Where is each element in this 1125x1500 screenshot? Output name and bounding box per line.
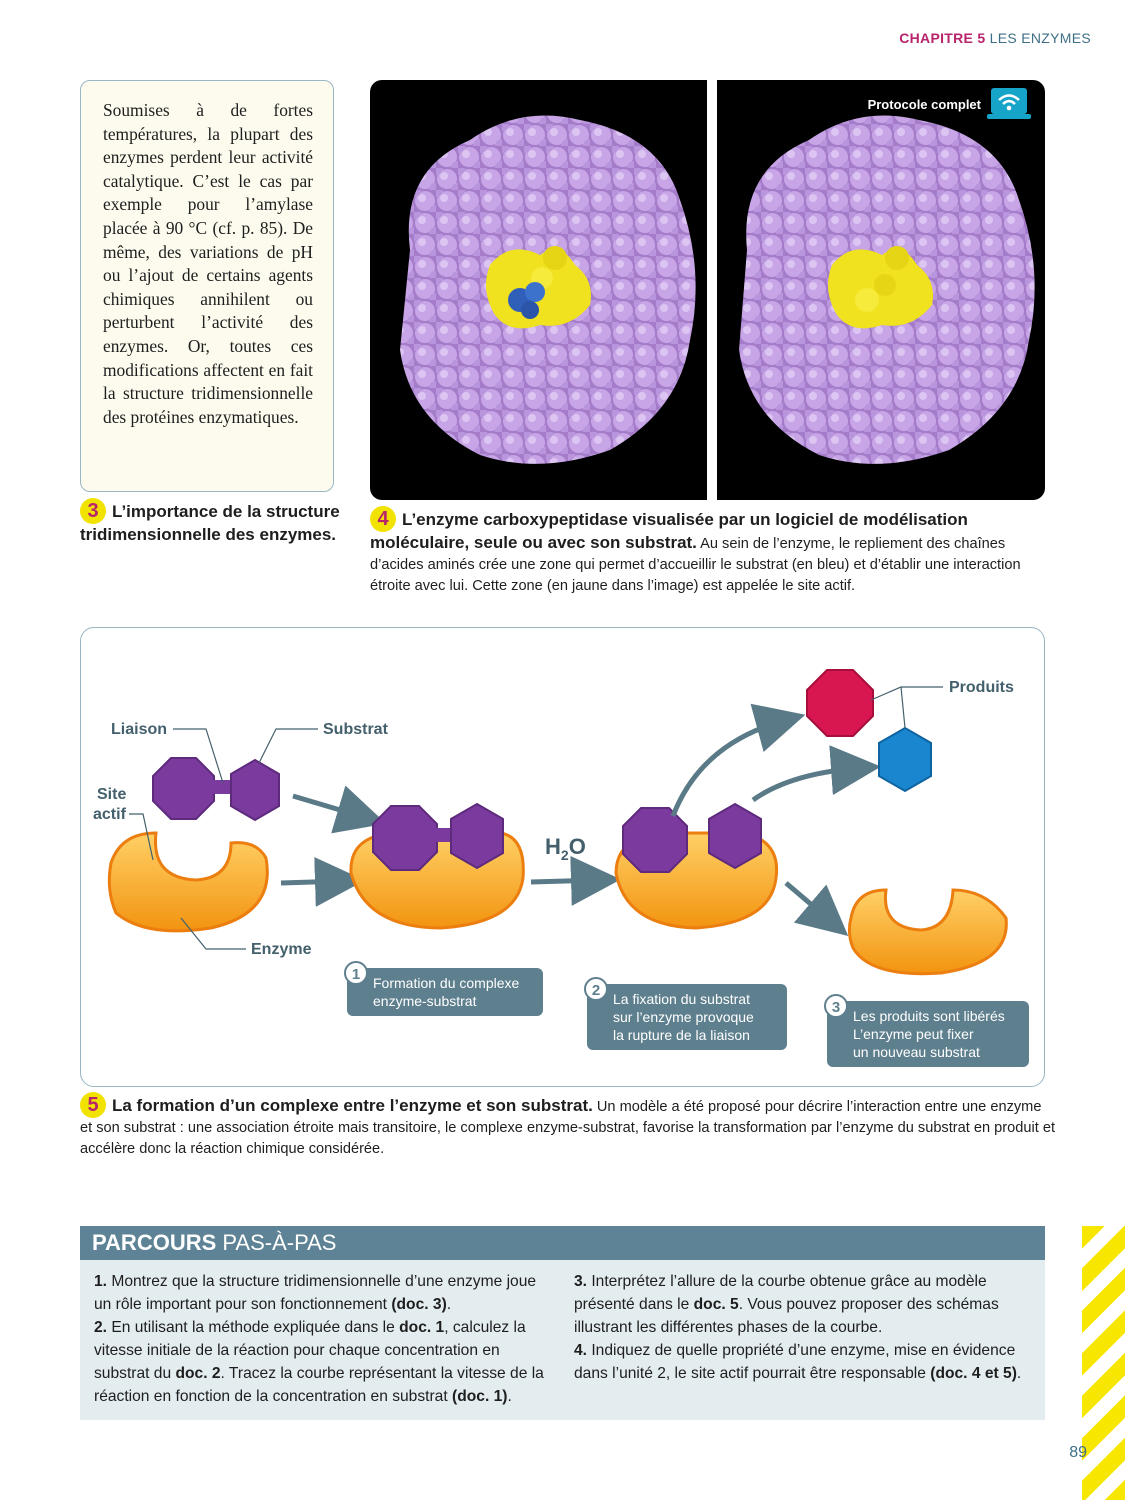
step-3-line2: L’enzyme peut fixer: [853, 1026, 974, 1042]
doc5-caption-title: La formation d’un complexe entre l’enzym…: [112, 1096, 593, 1115]
arrow-enzyme-to-complex: [280, 856, 365, 907]
protocol-label: Protocole complet: [867, 96, 981, 112]
question-3: 3. Interprétez l’allure de la courbe obt…: [574, 1273, 999, 1336]
arrow-to-red-product: [670, 703, 806, 817]
step-3-box: 3 Les produits sont libérés L’enzyme peu…: [824, 994, 1029, 1067]
question-4: 4. Indiquez de quelle propriété d’une en…: [574, 1342, 1022, 1382]
arrow-to-free-enzyme: [784, 881, 849, 936]
substrate-hexagon-1: [230, 758, 280, 822]
parcours-questions: 1. Montrez que la structure tridimension…: [80, 1260, 1045, 1420]
doc4-caption-text: Au sein de l’enzyme, le repliement des c…: [370, 536, 1021, 594]
page-number: 89: [1069, 1444, 1087, 1461]
arrow-to-blue-product: [751, 745, 881, 803]
step-3-line3: un nouveau substrat: [853, 1044, 980, 1060]
enzyme-substrate-diagram: Liaison Substrat Site actif Enzyme H2O P…: [80, 627, 1045, 1087]
label-actif: actif: [93, 806, 127, 823]
arrow-complex-to-products: [530, 855, 621, 906]
step-2-line1: La fixation du substrat: [613, 991, 750, 1007]
question-2: 2. En utilisant la méthode expliquée dan…: [94, 1319, 544, 1405]
enzyme-shape-4: [847, 888, 1008, 976]
doc5-caption-text: Un modèle a été proposé pour décrire l’i…: [80, 1099, 1056, 1157]
step-3-number: 3: [832, 999, 840, 1016]
step-2-line2: sur l’enzyme provoque: [613, 1009, 754, 1025]
step-1-line2: enzyme-substrat: [373, 993, 477, 1009]
parcours-header: PARCOURS PAS-À-PAS: [80, 1226, 1045, 1260]
substrate-octagon-3: [622, 807, 688, 873]
doc3-text: Soumises à de fortes températures, la pl…: [103, 100, 313, 427]
bond-2: [435, 828, 453, 842]
label-enzyme: Enzyme: [251, 941, 312, 958]
doc3-text-box: Soumises à de fortes températures, la pl…: [80, 80, 334, 492]
chapter-header: CHAPITRE 5 LES ENZYMES: [899, 30, 1091, 46]
doc5-caption: 5 La formation d’un complexe entre l’enzy…: [80, 1092, 1055, 1160]
water-label: H2O: [545, 834, 586, 863]
question-1: 1. Montrez que la structure tridimension…: [94, 1273, 537, 1313]
bond-1: [211, 780, 231, 794]
parcours-title-rest: PAS-À-PAS: [216, 1230, 337, 1255]
substrate-hexagon-2: [450, 802, 504, 870]
enzyme-substrate-diagram-svg: Liaison Substrat Site actif Enzyme H2O P…: [93, 669, 1029, 1067]
label-produits: Produits: [949, 679, 1014, 696]
product-red-octagon: [806, 669, 874, 737]
doc3-caption-title: L’importance de la structure tridimensio…: [80, 502, 340, 544]
questions-column-right: 3. Interprétez l’allure de la courbe obt…: [574, 1270, 1026, 1385]
doc3-number-badge: 3: [80, 498, 106, 524]
step-1-line1: Formation du complexe: [373, 975, 520, 991]
doc5-number-badge: 5: [80, 1092, 106, 1118]
label-site: Site: [97, 786, 126, 803]
step-1-number: 1: [352, 966, 360, 983]
label-substrat: Substrat: [323, 721, 389, 738]
step-2-number: 2: [592, 982, 600, 999]
protocol-link[interactable]: Protocole complet: [868, 86, 1031, 122]
chapter-title: LES ENZYMES: [989, 30, 1091, 46]
enzyme-model-alone-image: [370, 80, 707, 500]
doc4-number-badge: 4: [370, 506, 396, 532]
enzyme-model-with-substrate-image: Protocole complet: [717, 80, 1045, 500]
arrow-substrate-to-complex: [292, 785, 387, 834]
step-1-box: 1 Formation du complexe enzyme-substrat: [344, 961, 543, 1016]
label-liaison: Liaison: [111, 721, 167, 738]
step-2-box: 2 La fixation du substrat sur l’enzyme p…: [584, 977, 787, 1050]
parcours-title-bold: PARCOURS: [92, 1230, 217, 1255]
step-3-line1: Les produits sont libérés: [853, 1008, 1005, 1024]
step-2-line3: la rupture de la liaison: [613, 1027, 750, 1043]
substrate-octagon-2: [372, 805, 438, 871]
doc3-caption: 3 L’importance de la structure tridimensi…: [80, 498, 340, 547]
chapter-number: CHAPITRE 5: [899, 30, 986, 46]
enzyme-model-alone-svg: [400, 115, 696, 464]
decorative-stripes: [1082, 1226, 1125, 1500]
doc4-caption: 4 L’enzyme carboxypeptidase visualisée pa…: [370, 506, 1050, 597]
enzyme-model-substrate-svg: [739, 115, 1035, 464]
substrate-octagon-1: [152, 757, 215, 820]
doc4-caption-title: L’enzyme carboxypeptidase visualisée par…: [370, 510, 968, 552]
product-blue-hexagon: [878, 726, 932, 793]
laptop-wifi-icon: [987, 88, 1031, 119]
enzyme-shape-1: [107, 831, 269, 933]
questions-column-left: 1. Montrez que la structure tridimension…: [94, 1270, 546, 1408]
substrate-hexagon-3: [708, 802, 762, 870]
